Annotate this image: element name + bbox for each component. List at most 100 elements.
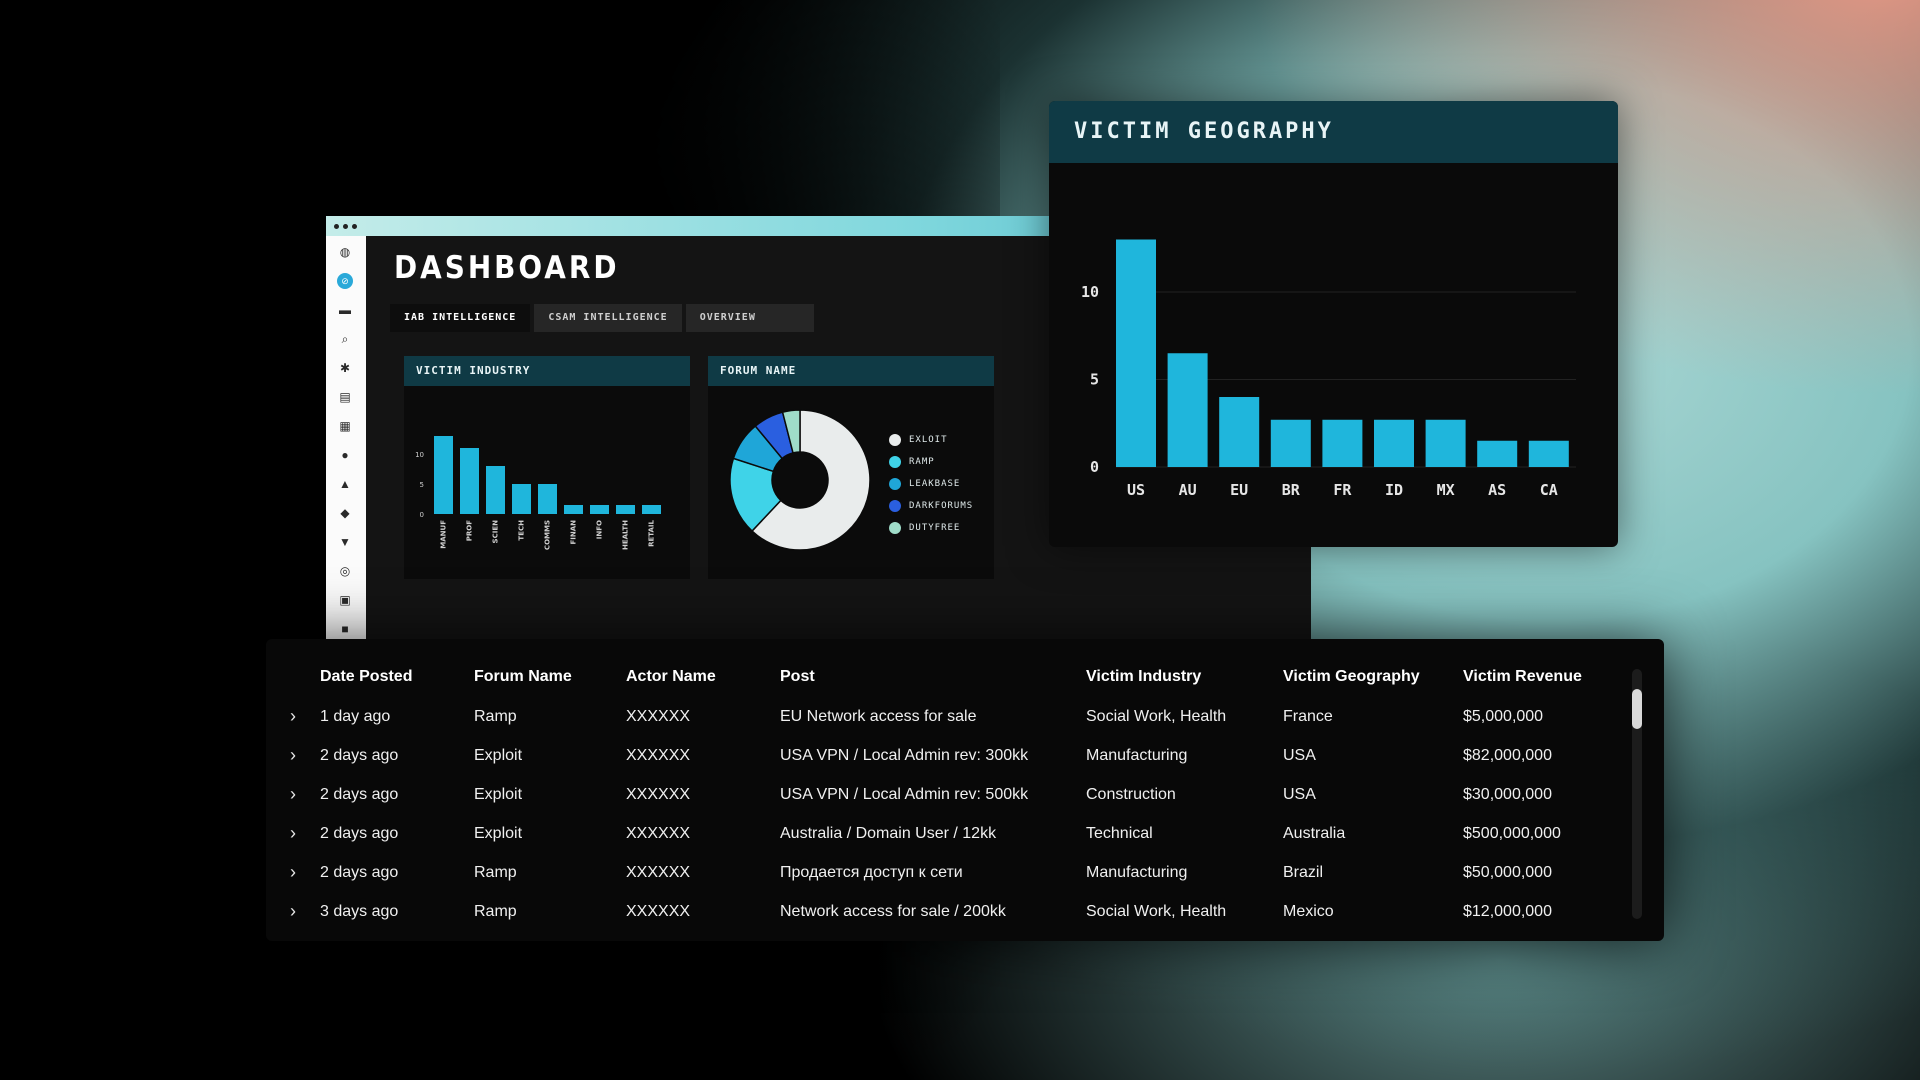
cell-victim-industry: Social Work, Health bbox=[1086, 707, 1227, 725]
cell-victim-geography: Brazil bbox=[1283, 863, 1324, 881]
document-icon[interactable]: ▦ bbox=[339, 419, 351, 433]
geo-bar[interactable] bbox=[1219, 397, 1260, 467]
geo-x-tick: ID bbox=[1385, 481, 1403, 499]
column-victim-geography[interactable]: Victim Geography bbox=[1283, 668, 1420, 685]
geo-x-tick: BR bbox=[1282, 481, 1301, 499]
cell-date-posted: 2 days ago bbox=[320, 824, 399, 842]
forum-legend-item[interactable]: EXLOIT bbox=[889, 429, 973, 451]
cell-post: USA VPN / Local Admin rev: 300kk bbox=[780, 746, 1029, 764]
tab-overview[interactable]: OVERVIEW bbox=[685, 304, 814, 332]
cell-victim-geography: Australia bbox=[1283, 824, 1346, 842]
cell-victim-geography: USA bbox=[1283, 746, 1316, 764]
chat-icon[interactable]: ◆ bbox=[340, 506, 350, 520]
forum-legend-item[interactable]: DARKFORUMS bbox=[889, 495, 973, 517]
table-row[interactable]: › 2 days ago Exploit XXXXXX USA VPN / Local … bbox=[266, 736, 1613, 775]
table-row[interactable]: › 2 days ago Exploit XXXXXX USA VPN / Local … bbox=[266, 775, 1613, 814]
industry-bar[interactable] bbox=[590, 505, 609, 514]
copy-icon[interactable]: ▣ bbox=[339, 593, 351, 607]
table-scrollbar[interactable] bbox=[1632, 669, 1642, 919]
legend-label: EXLOIT bbox=[909, 435, 948, 445]
industry-x-tick: RETAIL bbox=[648, 519, 656, 546]
victim-geography-title: VICTIM GEOGRAPHY bbox=[1049, 101, 1618, 163]
industry-bar[interactable] bbox=[616, 505, 635, 514]
table-row[interactable]: › 3 days ago Ramp XXXXXX Network access for … bbox=[266, 892, 1613, 931]
compass-icon[interactable]: ⊘ bbox=[337, 273, 353, 289]
book-icon[interactable]: ▤ bbox=[339, 390, 351, 404]
geo-bar[interactable] bbox=[1528, 440, 1569, 467]
expand-chevron-icon[interactable]: › bbox=[290, 706, 296, 726]
cell-victim-industry: Manufacturing bbox=[1086, 746, 1188, 764]
tab-csam-intelligence[interactable]: CSAM INTELLIGENCE bbox=[534, 304, 682, 332]
lock-icon[interactable]: ▲ bbox=[339, 477, 351, 491]
forum-slice[interactable] bbox=[751, 409, 871, 551]
wand-icon[interactable]: ✱ bbox=[339, 361, 351, 375]
industry-bar[interactable] bbox=[642, 505, 661, 514]
cell-victim-revenue: $12,000,000 bbox=[1463, 902, 1552, 920]
geo-bar[interactable] bbox=[1270, 419, 1311, 467]
table-row[interactable]: › 2 days ago Ramp XXXXXX Продается доступ к … bbox=[266, 853, 1613, 892]
geo-bar[interactable] bbox=[1477, 440, 1518, 467]
expand-chevron-icon[interactable]: › bbox=[290, 784, 296, 804]
cell-forum-name: Exploit bbox=[474, 824, 523, 842]
column-post[interactable]: Post bbox=[780, 668, 815, 685]
industry-x-tick: COMMS bbox=[544, 520, 552, 550]
industry-x-tick: TECH bbox=[518, 520, 526, 541]
legend-label: LEAKBASE bbox=[909, 479, 961, 489]
cell-forum-name: Ramp bbox=[474, 902, 517, 920]
table-scrollbar-thumb[interactable] bbox=[1632, 689, 1642, 729]
forum-legend-item[interactable]: LEAKBASE bbox=[889, 473, 973, 495]
folder-icon[interactable]: ▬ bbox=[339, 303, 351, 317]
more-icon[interactable]: ■ bbox=[341, 622, 349, 636]
cell-victim-revenue: $82,000,000 bbox=[1463, 746, 1552, 764]
cell-victim-industry: Construction bbox=[1086, 785, 1176, 803]
expand-chevron-icon[interactable]: › bbox=[290, 901, 296, 921]
industry-y-tick: 0 bbox=[420, 511, 424, 519]
cell-date-posted: 1 day ago bbox=[320, 707, 391, 725]
geo-bar[interactable] bbox=[1425, 419, 1466, 467]
column-date-posted[interactable]: Date Posted bbox=[320, 668, 413, 685]
forum-legend-item[interactable]: DUTYFREE bbox=[889, 517, 973, 539]
cell-post: Продается доступ к сети bbox=[780, 863, 963, 881]
target-icon[interactable]: ◎ bbox=[339, 564, 351, 578]
expand-chevron-icon[interactable]: › bbox=[290, 745, 296, 765]
column-actor-name[interactable]: Actor Name bbox=[626, 668, 716, 685]
expand-chevron-icon[interactable]: › bbox=[290, 823, 296, 843]
cell-date-posted: 2 days ago bbox=[320, 746, 399, 764]
victim-geography-panel: VICTIM GEOGRAPHY 0 5 10 US AU EU BR FR ID MX AS CA bbox=[1049, 101, 1618, 547]
expand-chevron-icon[interactable]: › bbox=[290, 862, 296, 882]
search-icon[interactable]: ⌕ bbox=[341, 332, 349, 346]
globe-icon[interactable]: ● bbox=[341, 448, 349, 462]
geo-bar[interactable] bbox=[1374, 419, 1414, 467]
industry-x-tick: SCIEN bbox=[492, 520, 500, 544]
forum-legend-item[interactable]: RAMP bbox=[889, 451, 973, 473]
industry-bar[interactable] bbox=[486, 466, 505, 514]
table-row[interactable]: › 1 day ago Ramp XXXXXX EU Network access fo… bbox=[266, 697, 1613, 736]
column-victim-industry[interactable]: Victim Industry bbox=[1086, 668, 1202, 685]
geo-bar[interactable] bbox=[1167, 353, 1208, 467]
page-title: DASHBOARD bbox=[394, 250, 620, 286]
forum-slice[interactable] bbox=[781, 409, 801, 454]
cell-victim-industry: Manufacturing bbox=[1086, 863, 1188, 881]
tab-iab-intelligence[interactable]: IAB INTELLIGENCE bbox=[390, 304, 531, 332]
geo-x-tick: FR bbox=[1333, 481, 1352, 499]
legend-swatch bbox=[889, 522, 901, 534]
cell-actor-name: XXXXXX bbox=[626, 863, 691, 881]
industry-bar[interactable] bbox=[564, 505, 583, 514]
column-victim-revenue[interactable]: Victim Revenue bbox=[1463, 668, 1582, 685]
victim-industry-card: VICTIM INDUSTRY 0 5 10 MANUF PROF SCIEN TECH CO… bbox=[404, 356, 690, 579]
cart-icon[interactable]: ▼ bbox=[339, 535, 351, 549]
forum-name-card: FORUM NAME EXLOIT RAMP LEAKBASE DARKFORUMS D… bbox=[708, 356, 994, 579]
geo-y-tick: 5 bbox=[1090, 371, 1099, 389]
cell-actor-name: XXXXXX bbox=[626, 746, 691, 764]
column-forum-name[interactable]: Forum Name bbox=[474, 668, 572, 685]
legend-swatch bbox=[889, 434, 901, 446]
industry-bar[interactable] bbox=[512, 484, 531, 514]
table-row[interactable]: › 2 days ago Exploit XXXXXX Australia / Doma… bbox=[266, 814, 1613, 853]
industry-bar[interactable] bbox=[460, 448, 479, 514]
window-menu-dots[interactable] bbox=[334, 224, 357, 229]
geo-bar[interactable] bbox=[1322, 419, 1363, 467]
geo-bar[interactable] bbox=[1116, 239, 1156, 468]
industry-bar[interactable] bbox=[538, 484, 557, 514]
industry-bar[interactable] bbox=[434, 436, 453, 514]
logo-icon[interactable]: ◍ bbox=[339, 245, 351, 259]
